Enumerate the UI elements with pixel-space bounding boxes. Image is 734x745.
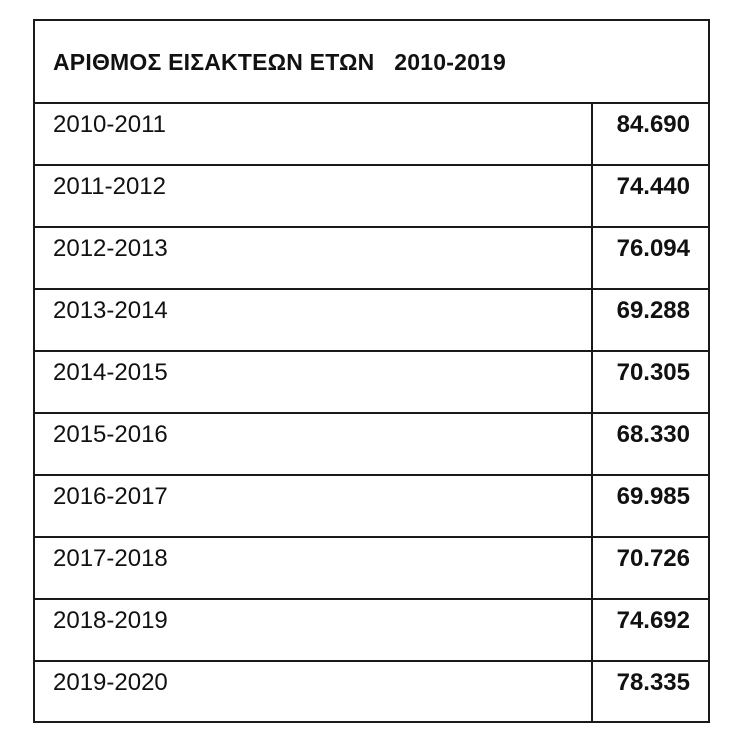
- value-text: 69.288: [616, 297, 690, 324]
- year-cell: 2012-2013: [53, 235, 168, 262]
- table-row: 2013-2014 69.288: [35, 290, 708, 352]
- table-row: 2017-2018 70.726: [35, 538, 708, 600]
- year-cell: 2011-2012: [53, 173, 166, 200]
- year-cell: 2019-2020: [53, 669, 168, 696]
- value-text: 70.726: [616, 545, 690, 572]
- admissions-table: ΑΡΙΘΜΟΣ ΕΙΣΑΚΤΕΩΝ ΕΤΩΝ 2010-2019 2010-20…: [33, 19, 710, 723]
- value-cell: 74.692: [591, 600, 708, 660]
- year-cell: 2010-2011: [53, 111, 166, 138]
- value-cell: 69.985: [591, 476, 708, 536]
- year-cell: 2013-2014: [53, 297, 168, 324]
- value-text: 78.335: [616, 669, 690, 696]
- value-text: 68.330: [616, 421, 690, 448]
- value-cell: 69.288: [591, 290, 708, 350]
- table-row: 2018-2019 74.692: [35, 600, 708, 662]
- table-row: 2014-2015 70.305: [35, 352, 708, 414]
- table-body: 2010-2011 84.690 2011-2012 74.440 2012-2…: [35, 104, 708, 721]
- year-cell: 2016-2017: [53, 483, 168, 510]
- value-cell: 70.305: [591, 352, 708, 412]
- year-cell: 2015-2016: [53, 421, 168, 448]
- value-cell: 78.335: [591, 662, 708, 721]
- value-text: 74.440: [616, 173, 690, 200]
- value-text: 70.305: [616, 359, 690, 386]
- value-text: 74.692: [616, 607, 690, 634]
- table-row: 2019-2020 78.335: [35, 662, 708, 721]
- table-row: 2010-2011 84.690: [35, 104, 708, 166]
- table-row: 2015-2016 68.330: [35, 414, 708, 476]
- value-text: 69.985: [616, 483, 690, 510]
- table-row: 2016-2017 69.985: [35, 476, 708, 538]
- table-title: ΑΡΙΘΜΟΣ ΕΙΣΑΚΤΕΩΝ ΕΤΩΝ 2010-2019: [53, 49, 507, 75]
- value-cell: 76.094: [591, 228, 708, 288]
- table-row: 2012-2013 76.094: [35, 228, 708, 290]
- year-cell: 2018-2019: [53, 607, 168, 634]
- value-cell: 68.330: [591, 414, 708, 474]
- table-header: ΑΡΙΘΜΟΣ ΕΙΣΑΚΤΕΩΝ ΕΤΩΝ 2010-2019: [35, 21, 708, 104]
- value-text: 76.094: [616, 235, 690, 262]
- value-cell: 70.726: [591, 538, 708, 598]
- value-cell: 84.690: [591, 104, 708, 164]
- table-row: 2011-2012 74.440: [35, 166, 708, 228]
- value-text: 84.690: [616, 111, 690, 138]
- year-cell: 2017-2018: [53, 545, 168, 572]
- value-cell: 74.440: [591, 166, 708, 226]
- year-cell: 2014-2015: [53, 359, 168, 386]
